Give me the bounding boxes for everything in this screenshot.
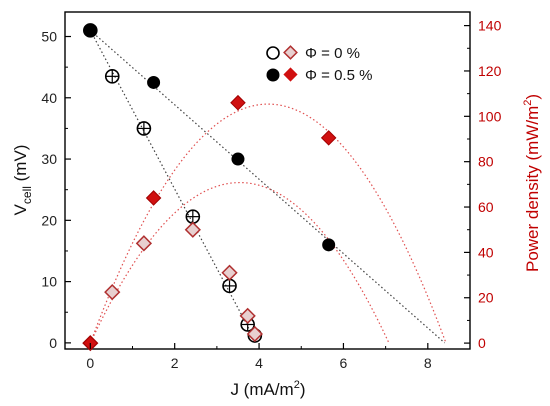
y-right-tick-label: 80 bbox=[478, 154, 494, 170]
legend-filled-diamond bbox=[283, 67, 298, 82]
point-open-diamond bbox=[104, 283, 121, 301]
y-left-tick-label: 40 bbox=[41, 90, 57, 106]
point-open-diamond bbox=[221, 264, 238, 281]
legend-label-0: Φ = 0 % bbox=[305, 45, 360, 62]
y-left-tick-label: 20 bbox=[41, 212, 57, 228]
legend-filled-circle bbox=[266, 68, 280, 82]
y-axis-right-title: Power density (mW/m2) bbox=[522, 94, 542, 272]
point-filled-diamond bbox=[320, 130, 337, 146]
point-open-diamond bbox=[135, 235, 153, 252]
legend-entry-0: Φ = 0 % bbox=[266, 45, 360, 62]
point-open-diamond bbox=[246, 325, 263, 343]
fit-lines bbox=[89, 29, 447, 344]
x-tick-label: 0 bbox=[86, 355, 94, 371]
point-open-diamond bbox=[184, 221, 201, 238]
legend-open-circle bbox=[266, 46, 280, 60]
y-left-tick-label: 50 bbox=[41, 29, 57, 45]
fit-line-voltage-0 bbox=[89, 30, 256, 341]
x-tick-label: 6 bbox=[340, 355, 348, 371]
legend-entry-1: Φ = 0.5 % bbox=[266, 67, 372, 84]
fit-line-voltage-1 bbox=[89, 29, 446, 344]
legend-label-1: Φ = 0.5 % bbox=[305, 67, 372, 84]
fit-curve-power-2 bbox=[89, 181, 390, 344]
x-tick-label: 8 bbox=[424, 355, 432, 371]
point-filled-diamond bbox=[230, 94, 246, 111]
y-axis-left-title: Vcell (mV) bbox=[11, 145, 34, 216]
x-tick-label: 4 bbox=[255, 355, 263, 371]
y-left-tick-label: 30 bbox=[41, 151, 57, 167]
y-left-tick-label: 10 bbox=[41, 274, 57, 290]
point-open-circle bbox=[136, 121, 152, 136]
x-axis-title: J (mA/m2) bbox=[230, 379, 305, 399]
point-open-circle bbox=[185, 209, 201, 224]
y-right-tick-label: 60 bbox=[478, 199, 494, 215]
y-left-tick-label: 0 bbox=[49, 335, 57, 351]
point-filled-circle bbox=[231, 152, 245, 166]
y-right-tick-label: 40 bbox=[478, 244, 494, 260]
y-right-tick-label: 140 bbox=[478, 18, 502, 34]
x-tick-label: 2 bbox=[171, 355, 179, 371]
point-filled-diamond bbox=[145, 190, 162, 206]
point-open-circle bbox=[222, 278, 237, 294]
point-open-circle bbox=[104, 69, 120, 84]
fit-curve-power-3 bbox=[89, 103, 447, 344]
legend-open-diamond bbox=[283, 45, 298, 60]
y-right-tick-label: 0 bbox=[478, 335, 486, 351]
data-marks bbox=[82, 23, 337, 352]
y-right-tick-label: 120 bbox=[478, 63, 502, 79]
point-filled-circle bbox=[322, 238, 336, 252]
plot-frame bbox=[64, 11, 471, 350]
point-filled-circle bbox=[147, 75, 161, 89]
y-right-tick-label: 20 bbox=[478, 290, 494, 306]
y-right-tick-label: 100 bbox=[478, 108, 502, 124]
point-open-diamond bbox=[239, 307, 256, 325]
point-filled-circle bbox=[83, 23, 97, 37]
legend: Φ = 0 % Φ = 0.5 % bbox=[266, 45, 372, 84]
